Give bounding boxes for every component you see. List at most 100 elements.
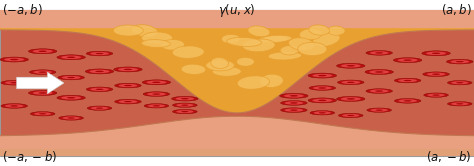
Ellipse shape	[310, 111, 335, 115]
Ellipse shape	[284, 109, 303, 112]
Ellipse shape	[57, 55, 85, 60]
Ellipse shape	[10, 82, 18, 83]
Ellipse shape	[284, 94, 304, 98]
Ellipse shape	[404, 100, 411, 102]
Ellipse shape	[147, 92, 166, 96]
Ellipse shape	[371, 109, 388, 112]
Ellipse shape	[280, 93, 308, 98]
Ellipse shape	[85, 69, 114, 74]
Ellipse shape	[299, 29, 322, 40]
Ellipse shape	[142, 32, 173, 44]
Ellipse shape	[33, 91, 53, 95]
Ellipse shape	[447, 81, 472, 85]
Ellipse shape	[424, 93, 448, 97]
Ellipse shape	[237, 57, 255, 66]
Ellipse shape	[115, 83, 141, 88]
Ellipse shape	[146, 81, 166, 84]
Ellipse shape	[375, 52, 383, 54]
Ellipse shape	[341, 64, 361, 68]
Ellipse shape	[370, 51, 389, 54]
Ellipse shape	[87, 106, 112, 110]
Ellipse shape	[423, 72, 449, 77]
Ellipse shape	[346, 65, 355, 67]
Ellipse shape	[142, 80, 171, 85]
Ellipse shape	[319, 87, 326, 89]
Ellipse shape	[57, 95, 85, 100]
Ellipse shape	[153, 93, 160, 95]
Ellipse shape	[28, 49, 57, 54]
Ellipse shape	[86, 51, 113, 56]
Ellipse shape	[280, 45, 300, 55]
Ellipse shape	[153, 105, 160, 106]
Ellipse shape	[142, 40, 170, 47]
Ellipse shape	[39, 71, 46, 73]
Ellipse shape	[67, 117, 75, 119]
Ellipse shape	[394, 78, 421, 83]
Ellipse shape	[28, 90, 57, 95]
Ellipse shape	[86, 87, 113, 92]
Ellipse shape	[33, 71, 52, 74]
Ellipse shape	[0, 57, 28, 62]
Ellipse shape	[96, 108, 103, 109]
Ellipse shape	[404, 80, 411, 81]
Ellipse shape	[113, 25, 143, 36]
Ellipse shape	[366, 89, 392, 93]
Ellipse shape	[124, 101, 132, 102]
Ellipse shape	[284, 101, 303, 105]
Ellipse shape	[175, 97, 194, 100]
Ellipse shape	[152, 82, 161, 83]
Ellipse shape	[172, 96, 198, 101]
Ellipse shape	[29, 70, 56, 74]
Ellipse shape	[314, 111, 331, 114]
Ellipse shape	[342, 114, 359, 117]
Ellipse shape	[33, 49, 53, 53]
Ellipse shape	[451, 102, 468, 105]
Ellipse shape	[393, 58, 422, 63]
Ellipse shape	[10, 105, 18, 107]
Text: $(a,-b)$: $(a,-b)$	[426, 149, 472, 164]
Ellipse shape	[375, 90, 383, 92]
Ellipse shape	[312, 74, 332, 77]
Ellipse shape	[447, 59, 473, 64]
Ellipse shape	[337, 96, 365, 101]
Ellipse shape	[398, 58, 418, 62]
Ellipse shape	[375, 110, 383, 111]
Ellipse shape	[242, 39, 275, 52]
Ellipse shape	[237, 76, 270, 89]
Ellipse shape	[258, 35, 292, 43]
Ellipse shape	[403, 59, 412, 61]
Ellipse shape	[337, 63, 365, 68]
Ellipse shape	[432, 74, 440, 75]
Ellipse shape	[347, 115, 355, 116]
Ellipse shape	[337, 80, 364, 85]
Ellipse shape	[61, 56, 81, 59]
Ellipse shape	[181, 64, 206, 75]
Ellipse shape	[398, 99, 417, 102]
Ellipse shape	[211, 57, 228, 69]
Ellipse shape	[456, 82, 464, 83]
Ellipse shape	[114, 67, 142, 72]
Ellipse shape	[206, 60, 234, 71]
Ellipse shape	[90, 52, 109, 55]
Ellipse shape	[309, 25, 329, 35]
Ellipse shape	[308, 73, 337, 78]
Ellipse shape	[347, 82, 355, 83]
Ellipse shape	[318, 100, 327, 101]
Ellipse shape	[313, 33, 340, 46]
Ellipse shape	[90, 70, 109, 73]
Ellipse shape	[313, 86, 332, 90]
Ellipse shape	[39, 113, 46, 115]
Ellipse shape	[290, 109, 298, 111]
Ellipse shape	[451, 81, 468, 84]
Ellipse shape	[181, 111, 189, 112]
Ellipse shape	[290, 95, 298, 97]
Ellipse shape	[161, 40, 184, 50]
Ellipse shape	[312, 99, 332, 102]
Ellipse shape	[432, 53, 440, 54]
Ellipse shape	[369, 70, 389, 74]
Ellipse shape	[281, 101, 307, 105]
Ellipse shape	[91, 107, 108, 110]
Ellipse shape	[144, 104, 169, 108]
Ellipse shape	[118, 84, 137, 87]
Ellipse shape	[268, 52, 301, 60]
